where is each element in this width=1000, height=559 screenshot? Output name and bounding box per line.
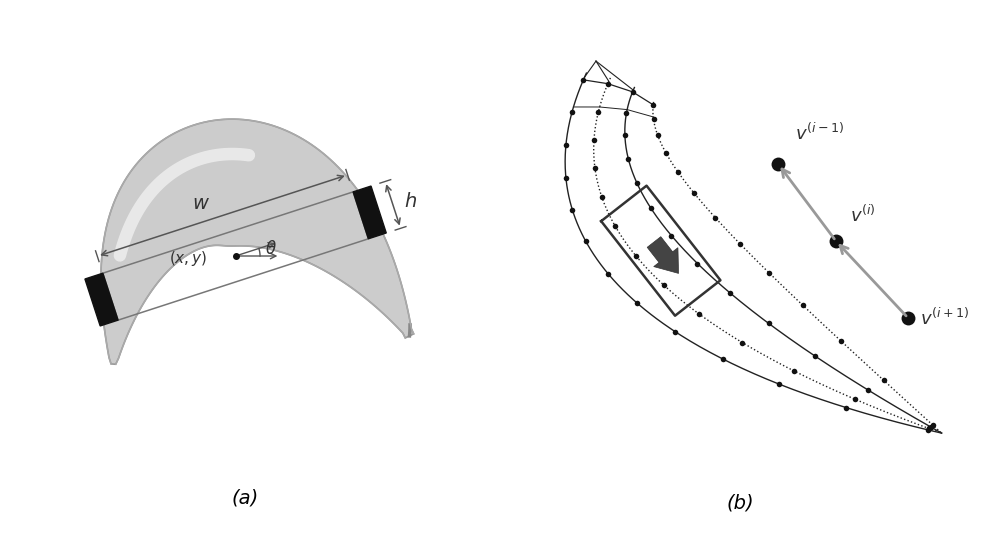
Text: $v^{(i-1)}$: $v^{(i-1)}$: [795, 122, 844, 144]
Text: $w$: $w$: [192, 195, 210, 213]
Text: $\theta$: $\theta$: [265, 240, 277, 258]
Polygon shape: [353, 186, 386, 239]
Text: $h$: $h$: [404, 192, 417, 211]
Polygon shape: [85, 273, 118, 326]
Text: (b): (b): [726, 493, 754, 512]
Text: (a): (a): [231, 489, 259, 508]
Text: $v^{(i+1)}$: $v^{(i+1)}$: [920, 307, 969, 329]
Polygon shape: [647, 236, 679, 273]
Polygon shape: [101, 119, 414, 364]
Text: $v^{(i)}$: $v^{(i)}$: [850, 204, 876, 225]
Text: $(x,y)$: $(x,y)$: [169, 249, 208, 268]
